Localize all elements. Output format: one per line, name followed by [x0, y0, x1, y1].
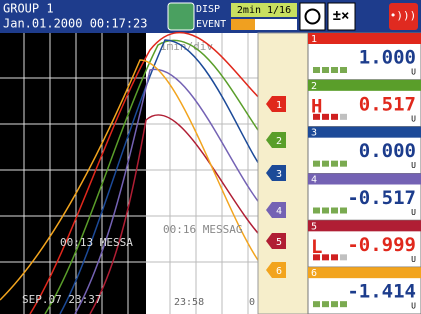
channel-number: 4: [311, 175, 317, 186]
channel-number: 2: [311, 81, 317, 92]
alarm-indicator: [322, 67, 329, 73]
alarm-indicator: [340, 67, 347, 73]
time-label: 0: [249, 297, 255, 308]
channel-header: [308, 220, 421, 231]
channel-number: 3: [311, 128, 317, 139]
channel-header: [308, 127, 421, 138]
alarm-indicator: [331, 301, 338, 307]
group-name: GROUP 1: [3, 2, 54, 16]
alarm-indicator: [313, 114, 320, 120]
unit-label: U: [411, 114, 416, 123]
time-label: SEP.07 23:37: [22, 293, 101, 306]
event-label: EVENT: [196, 19, 226, 30]
alarm-indicator: [313, 301, 320, 307]
channel-number: 6: [311, 268, 317, 279]
channel-value: 1.000: [359, 47, 416, 69]
marker-number: 5: [276, 237, 282, 248]
alarm-indicator: [340, 161, 347, 167]
datetime: Jan.01.2000 00:17:23: [3, 17, 148, 31]
memory-icon[interactable]: [168, 3, 194, 30]
alarm-indicator: [331, 208, 338, 214]
marker-number: 6: [276, 266, 282, 277]
channel-header: [308, 174, 421, 185]
channel-value: 0.517: [359, 93, 416, 115]
time-label: 23:58: [174, 297, 204, 308]
alarm-indicator: [322, 254, 329, 260]
channel-header: [308, 267, 421, 278]
alarm-indicator: [340, 208, 347, 214]
rate-bar: [231, 19, 255, 30]
channel-value: -0.999: [347, 234, 416, 256]
unit-label: U: [411, 208, 416, 217]
disp-label: DISP: [196, 4, 220, 15]
recorder-screen: GROUP 1 Jan.01.2000 00:17:23 DISP EVENT …: [0, 0, 421, 314]
marker-number: 4: [276, 206, 282, 217]
alarm-indicator: [340, 114, 347, 120]
message-mark: 00:13 MESSA: [60, 236, 133, 249]
snapshot-button[interactable]: [300, 3, 325, 30]
alarm-indicator: [331, 254, 338, 260]
unit-label: U: [411, 68, 416, 77]
message-mark: 00:16 MESSAG: [163, 223, 242, 236]
channel-value: -0.517: [347, 187, 416, 209]
alarm-icon: •))): [390, 9, 417, 22]
calc-icon: ±×: [333, 8, 350, 24]
unit-label: U: [411, 255, 416, 264]
channel-header: [308, 80, 421, 91]
alarm-indicator: [331, 67, 338, 73]
marker-number: 2: [276, 136, 282, 147]
channel-number: 5: [311, 221, 317, 232]
channel-value: 0.000: [359, 140, 416, 162]
unit-label: U: [411, 302, 416, 311]
alarm-indicator: [322, 301, 329, 307]
alarm-indicator: [313, 208, 320, 214]
marker-number: 1: [276, 100, 282, 111]
channel-value: -1.414: [347, 281, 416, 303]
channel-number: 1: [311, 34, 317, 45]
rate-label: 2min 1/16: [237, 5, 291, 16]
alarm-indicator: [313, 67, 320, 73]
trend-past: [0, 33, 146, 314]
alarm-indicator: [331, 161, 338, 167]
alarm-indicator: [331, 114, 338, 120]
unit-label: U: [411, 161, 416, 170]
channel-header: [308, 33, 421, 44]
alarm-indicator: [322, 208, 329, 214]
alarm-indicator: [313, 161, 320, 167]
alarm-indicator: [322, 161, 329, 167]
alarm-indicator: [322, 114, 329, 120]
alarm-indicator: [340, 301, 347, 307]
alarm-indicator: [313, 254, 320, 260]
alarm-indicator: [340, 254, 347, 260]
marker-number: 3: [276, 169, 282, 180]
